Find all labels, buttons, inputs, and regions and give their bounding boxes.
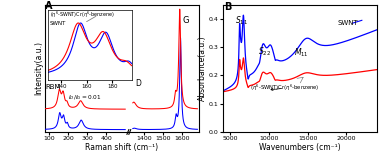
Text: RBM: RBM <box>45 84 61 90</box>
Text: $S_{22}$: $S_{22}$ <box>258 45 271 58</box>
Text: $S_{11}$: $S_{11}$ <box>235 14 248 27</box>
Text: $M_{11}$: $M_{11}$ <box>294 47 308 59</box>
Text: $(\eta^6$-SWNT$)$Cr$(\eta^6$-benzene$)$: $(\eta^6$-SWNT$)$Cr$(\eta^6$-benzene$)$ <box>50 9 115 20</box>
Text: $I_D/I_G = 0.01$: $I_D/I_G = 0.01$ <box>68 93 102 102</box>
X-axis label: Wavenumbers (cm⁻¹): Wavenumbers (cm⁻¹) <box>259 142 341 152</box>
Text: B: B <box>224 2 231 12</box>
Text: SWNT: SWNT <box>50 21 66 26</box>
Text: $(\eta^6$-SWNT$)$Cr$(\eta^6$-benzene$)$: $(\eta^6$-SWNT$)$Cr$(\eta^6$-benzene$)$ <box>250 83 319 93</box>
X-axis label: Raman shift (cm⁻¹): Raman shift (cm⁻¹) <box>86 142 158 152</box>
Text: SWNT: SWNT <box>337 20 358 26</box>
Y-axis label: Intensity(a.u.): Intensity(a.u.) <box>34 41 43 95</box>
Text: $I_D/I_G = 0.04$: $I_D/I_G = 0.04$ <box>68 70 102 79</box>
Text: A: A <box>45 1 53 11</box>
Y-axis label: Absorbance(a.u.): Absorbance(a.u.) <box>198 36 207 101</box>
Text: D: D <box>135 80 141 88</box>
Text: G: G <box>182 16 188 25</box>
